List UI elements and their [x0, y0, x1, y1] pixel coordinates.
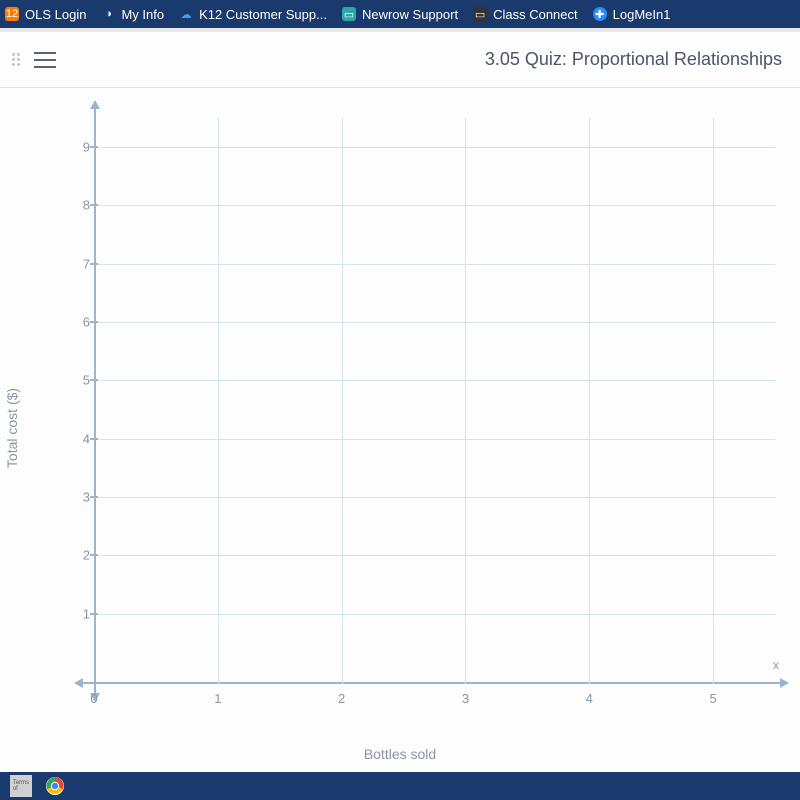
- chart-container: Total cost ($) x 1 2 3 4 5 6 7 8 9 0 1 2 3 4 5 Bottles…: [0, 88, 800, 768]
- y-tick-mark: [90, 438, 98, 440]
- y-tick-label: 6: [70, 315, 90, 330]
- bookmark-favicon-icon: ◑: [100, 6, 116, 22]
- bookmark-label: LogMeIn1: [613, 7, 671, 22]
- y-tick-label: 5: [70, 373, 90, 388]
- y-tick-label: 2: [70, 548, 90, 563]
- y-axis: [94, 106, 96, 696]
- bookmark-label: Class Connect: [493, 7, 578, 22]
- y-axis-label: Total cost ($): [4, 388, 20, 468]
- taskbar-chrome-icon[interactable]: [44, 775, 66, 797]
- y-tick-mark: [90, 613, 98, 615]
- gridline-horizontal: [94, 322, 775, 323]
- menu-button[interactable]: [34, 52, 56, 68]
- x-axis-label: Bottles sold: [0, 746, 800, 762]
- gridline-horizontal: [94, 614, 775, 615]
- gridline-vertical: [342, 118, 343, 684]
- page-header: 3.05 Quiz: Proportional Relationships: [0, 32, 800, 88]
- taskbar-terms-icon[interactable]: Termsof: [10, 775, 32, 797]
- y-tick-label: 7: [70, 256, 90, 271]
- y-tick-mark: [90, 554, 98, 556]
- y-tick-label: 8: [70, 198, 90, 213]
- x-tick-label: 5: [709, 691, 716, 706]
- bookmark-favicon-icon: ▭: [472, 6, 488, 22]
- bookmark-item[interactable]: ▭ Newrow Support: [341, 6, 458, 22]
- gridline-horizontal: [94, 147, 775, 148]
- y-axis-arrow-up-icon: [90, 100, 100, 109]
- bookmark-label: Newrow Support: [362, 7, 458, 22]
- gridline-horizontal: [94, 264, 775, 265]
- bookmark-label: My Info: [121, 7, 164, 22]
- gridline-vertical: [218, 118, 219, 684]
- gridline-horizontal: [94, 205, 775, 206]
- bookmark-item[interactable]: ✚ LogMeIn1: [592, 6, 671, 22]
- gridline-horizontal: [94, 555, 775, 556]
- x-tick-label: 1: [214, 691, 221, 706]
- bookmark-item[interactable]: ◑ My Info: [100, 6, 164, 22]
- bookmark-favicon-icon: ✚: [592, 6, 608, 22]
- x-axis-arrow-left-icon: [74, 678, 83, 688]
- bookmark-favicon-icon: 12: [4, 6, 20, 22]
- x-tick-label: 3: [462, 691, 469, 706]
- gridline-horizontal: [94, 439, 775, 440]
- bookmark-label: K12 Customer Supp...: [199, 7, 327, 22]
- bookmark-item[interactable]: 12 OLS Login: [4, 6, 86, 22]
- y-tick-mark: [90, 263, 98, 265]
- page-title: 3.05 Quiz: Proportional Relationships: [485, 49, 788, 70]
- y-tick-label: 9: [70, 140, 90, 155]
- x-axis: [80, 682, 783, 684]
- gridline-horizontal: [94, 380, 775, 381]
- bookmark-item[interactable]: ▭ Class Connect: [472, 6, 578, 22]
- y-tick-label: 4: [70, 431, 90, 446]
- gridline-horizontal: [94, 497, 775, 498]
- x-tick-label: 0: [90, 691, 97, 706]
- drag-handle-icon[interactable]: [12, 53, 20, 66]
- gridline-vertical: [713, 118, 714, 684]
- bookmark-favicon-icon: ▭: [341, 6, 357, 22]
- x-tick-label: 4: [586, 691, 593, 706]
- bookmark-label: OLS Login: [25, 7, 86, 22]
- gridline-vertical: [465, 118, 466, 684]
- y-tick-label: 1: [70, 606, 90, 621]
- gridline-vertical: [589, 118, 590, 684]
- y-tick-mark: [90, 146, 98, 148]
- x-tick-label: 2: [338, 691, 345, 706]
- chart-plot-area: x 123456789012345: [80, 118, 775, 708]
- x-axis-arrow-right-icon: [780, 678, 789, 688]
- bookmark-favicon-icon: ☁: [178, 6, 194, 22]
- bookmarks-bar: 12 OLS Login ◑ My Info ☁ K12 Customer Supp...…: [0, 0, 800, 28]
- y-tick-mark: [90, 496, 98, 498]
- y-tick-mark: [90, 321, 98, 323]
- y-tick-mark: [90, 204, 98, 206]
- taskbar: Termsof: [0, 772, 800, 800]
- y-tick-label: 3: [70, 490, 90, 505]
- y-tick-mark: [90, 379, 98, 381]
- x-axis-letter: x: [773, 658, 779, 672]
- content-area: 3.05 Quiz: Proportional Relationships To…: [0, 32, 800, 772]
- bookmark-item[interactable]: ☁ K12 Customer Supp...: [178, 6, 327, 22]
